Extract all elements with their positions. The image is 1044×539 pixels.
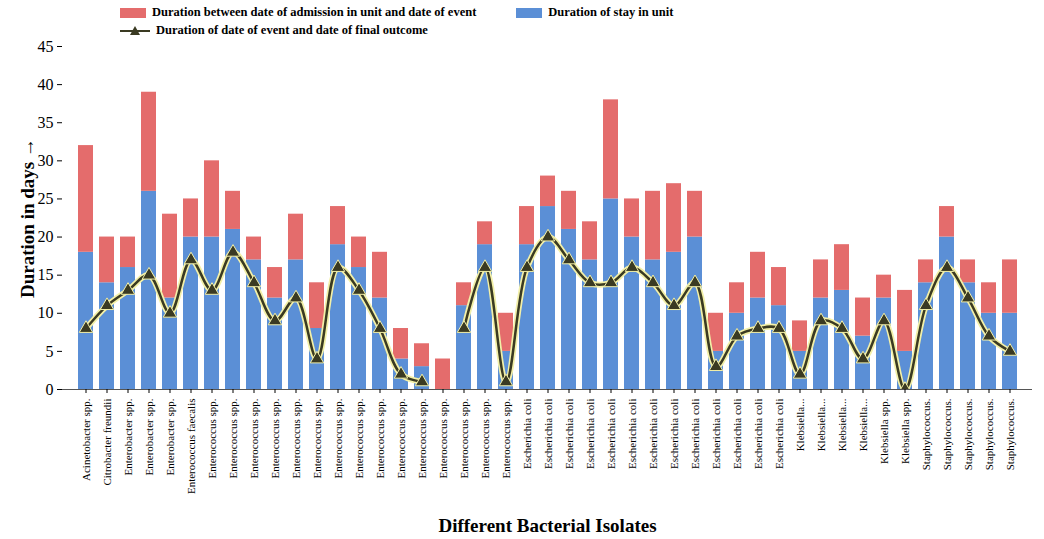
svg-text:Enterococcus spp.: Enterococcus spp.: [311, 398, 323, 478]
svg-text:Escherichia coli: Escherichia coli: [710, 399, 722, 470]
svg-text:Klebsiella...: Klebsiella...: [836, 398, 848, 451]
html-text:Duration between date of admis: Duration between date of admission in un…: [152, 5, 477, 19]
svg-text:Escherichia coli: Escherichia coli: [773, 399, 785, 470]
svg-text:Klebsiella spp.: Klebsiella spp.: [899, 398, 911, 464]
svg-text:Escherichia coli: Escherichia coli: [647, 399, 659, 470]
svg-text:Enterococcus spp.: Enterococcus spp.: [353, 398, 365, 478]
svg-text:Enterococcus spp.: Enterococcus spp.: [206, 398, 218, 478]
svg-text:Enterococcus spp.: Enterococcus spp.: [248, 398, 260, 478]
svg-text:Enterococcus spp.: Enterococcus spp.: [374, 398, 386, 478]
svg-text:Escherichia coli: Escherichia coli: [731, 399, 743, 470]
svg-text:Different Bacterial Isolates: Different Bacterial Isolates: [438, 515, 656, 536]
svg-text:Klebsiella spp.: Klebsiella spp.: [878, 398, 890, 464]
svg-text:Enterococcus spp.: Enterococcus spp.: [479, 398, 491, 478]
svg-text:Staphylococcus.: Staphylococcus.: [941, 398, 953, 470]
svg-text:40: 40: [38, 76, 54, 93]
svg-text:Escherichia coli: Escherichia coli: [668, 399, 680, 470]
svg-text:Escherichia coli: Escherichia coli: [521, 399, 533, 470]
svg-text:5: 5: [46, 343, 54, 360]
svg-text:Enterococcus spp.: Enterococcus spp.: [416, 398, 428, 478]
svg-text:Escherichia coli: Escherichia coli: [626, 399, 638, 470]
svg-text:Staphylococcus.: Staphylococcus.: [1004, 398, 1016, 470]
svg-text:30: 30: [38, 152, 54, 169]
svg-text:25: 25: [38, 190, 54, 207]
svg-text:Escherichia coli: Escherichia coli: [542, 399, 554, 470]
svg-text:Escherichia coli: Escherichia coli: [752, 399, 764, 470]
svg-text:Staphylococcus.: Staphylococcus.: [962, 398, 974, 470]
svg-text:Enterobacter spp.: Enterobacter spp.: [122, 398, 134, 475]
svg-text:Enterococcus spp.: Enterococcus spp.: [395, 398, 407, 478]
svg-text:Klebsiella...: Klebsiella...: [815, 398, 827, 451]
svg-text:Enterococcus spp.: Enterococcus spp.: [269, 398, 281, 478]
svg-text:Citrobacter freundii: Citrobacter freundii: [101, 399, 113, 486]
svg-text:Escherichia coli: Escherichia coli: [563, 399, 575, 470]
svg-text:0: 0: [46, 381, 54, 398]
svg-text:35: 35: [38, 114, 54, 131]
svg-text:15: 15: [38, 266, 54, 283]
svg-text:Staphylococcus.: Staphylococcus.: [920, 398, 932, 470]
svg-text:Escherichia coli: Escherichia coli: [689, 399, 701, 470]
svg-text:Staphylococcus.: Staphylococcus.: [983, 398, 995, 470]
svg-text:10: 10: [38, 304, 54, 321]
svg-text:Enterococcus spp.: Enterococcus spp.: [500, 398, 512, 478]
svg-text:Duration in days →: Duration in days →: [17, 138, 38, 298]
svg-text:20: 20: [38, 228, 54, 245]
svg-text:Enterococcus spp.: Enterococcus spp.: [332, 398, 344, 478]
svg-text:Enterococcus spp.: Enterococcus spp.: [437, 398, 449, 478]
svg-text:Escherichia coli: Escherichia coli: [605, 399, 617, 470]
svg-text:45: 45: [38, 40, 54, 55]
html-text:Duration of date of event and: Duration of date of event and date of fi…: [156, 23, 428, 37]
svg-text:Enterococcus faecalis: Enterococcus faecalis: [185, 399, 197, 495]
svg-text:Acinetobacter spp.: Acinetobacter spp.: [80, 398, 92, 481]
svg-text:Enterobacter spp.: Enterobacter spp.: [143, 398, 155, 475]
svg-text:Klebsiella...: Klebsiella...: [794, 398, 806, 451]
svg-text:Escherichia coli: Escherichia coli: [584, 399, 596, 470]
svg-text:Enterococcus spp.: Enterococcus spp.: [458, 398, 470, 478]
svg-text:Enterococcus spp.: Enterococcus spp.: [227, 398, 239, 478]
svg-text:Enterobacter spp.: Enterobacter spp.: [164, 398, 176, 475]
svg-text:Enterococcus spp.: Enterococcus spp.: [290, 398, 302, 478]
svg-text:Klebsiella...: Klebsiella...: [857, 398, 869, 451]
html-text:Duration of stay in unit: Duration of stay in unit: [548, 5, 674, 19]
